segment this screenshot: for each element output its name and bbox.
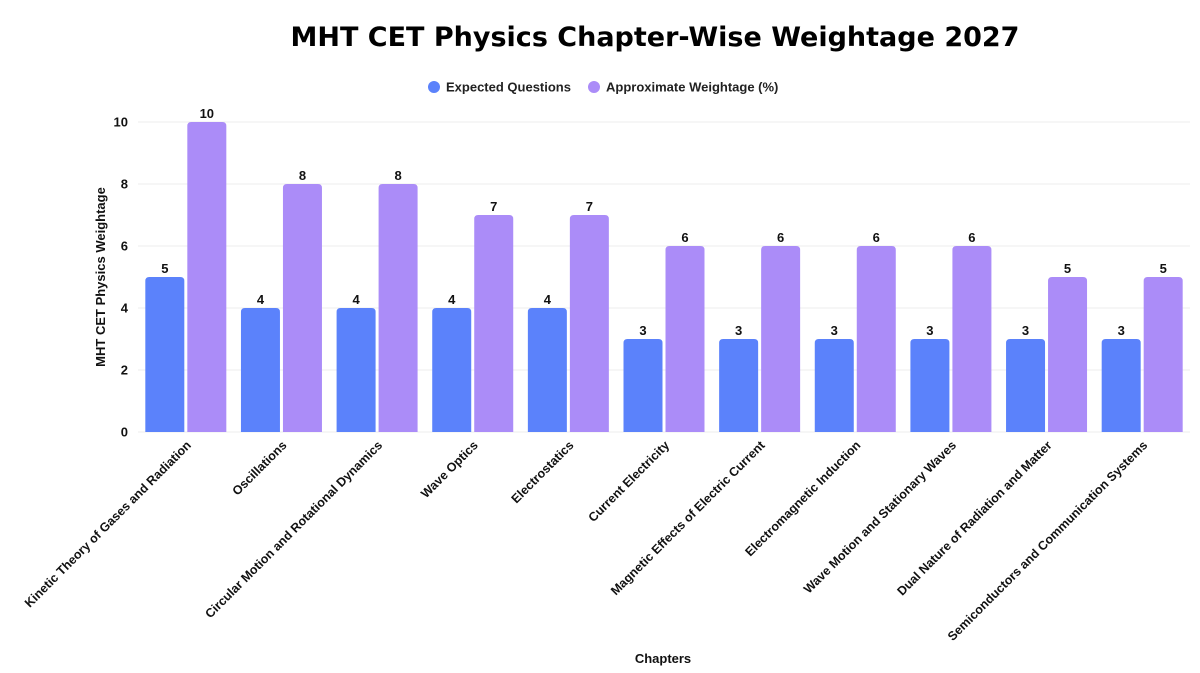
data-label: 10 xyxy=(200,106,214,121)
chart-title: MHT CET Physics Chapter-Wise Weightage 2… xyxy=(291,22,1020,53)
x-axis-ticks: Kinetic Theory of Gases and Radiation Osc… xyxy=(22,438,1150,644)
data-label: 6 xyxy=(968,230,975,245)
bar-approximate-weightage xyxy=(1143,277,1183,432)
y-tick-label: 4 xyxy=(121,301,129,316)
bar-expected-questions xyxy=(814,339,854,432)
data-label: 7 xyxy=(490,199,497,214)
y-tick-label: 8 xyxy=(121,177,128,192)
data-label: 4 xyxy=(257,292,265,307)
x-tick-label: Current Electricity xyxy=(586,438,673,525)
data-label: 3 xyxy=(639,323,646,338)
y-tick-label: 10 xyxy=(114,115,128,130)
bar-expected-questions xyxy=(623,339,663,432)
y-tick-label: 0 xyxy=(121,425,128,440)
legend-label: Expected Questions xyxy=(446,80,571,95)
bar-approximate-weightage xyxy=(282,184,322,432)
bar-approximate-weightage xyxy=(761,246,801,432)
bar-approximate-weightage xyxy=(1048,277,1088,432)
data-label: 8 xyxy=(394,168,401,183)
bar-approximate-weightage xyxy=(952,246,992,432)
bar-expected-questions xyxy=(910,339,950,432)
data-label: 3 xyxy=(1022,323,1029,338)
data-label: 5 xyxy=(1160,261,1167,276)
x-tick-label: Circular Motion and Rotational Dynamics xyxy=(202,438,385,621)
data-label: 3 xyxy=(831,323,838,338)
bar-approximate-weightage xyxy=(474,215,514,432)
x-tick-label: Electrostatics xyxy=(509,438,577,506)
bar-expected-questions xyxy=(1101,339,1141,432)
data-label: 8 xyxy=(299,168,306,183)
data-label: 5 xyxy=(1064,261,1071,276)
y-tick-label: 2 xyxy=(121,363,128,378)
data-label: 4 xyxy=(448,292,456,307)
bar-approximate-weightage xyxy=(378,184,418,432)
x-axis-label: Chapters xyxy=(635,651,691,666)
x-tick-label: Wave Motion and Stationary Waves xyxy=(801,438,959,596)
bar-expected-questions xyxy=(145,277,185,432)
bar-expected-questions xyxy=(527,308,567,432)
legend-swatch xyxy=(588,81,600,93)
bar-approximate-weightage xyxy=(187,122,227,432)
data-label: 5 xyxy=(161,261,168,276)
bar-approximate-weightage xyxy=(665,246,705,432)
bar-expected-questions xyxy=(719,339,759,432)
bar-approximate-weightage xyxy=(856,246,896,432)
data-label: 6 xyxy=(873,230,880,245)
bar-expected-questions xyxy=(432,308,472,432)
y-axis-label: MHT CET Physics Weightage xyxy=(93,187,108,367)
bar-expected-questions xyxy=(240,308,280,432)
data-label: 6 xyxy=(681,230,688,245)
y-tick-label: 6 xyxy=(121,239,128,254)
bar-expected-questions xyxy=(1006,339,1046,432)
legend-swatch xyxy=(428,81,440,93)
x-tick-label: Kinetic Theory of Gases and Radiation xyxy=(22,438,194,610)
x-tick-label: Dual Nature of Radiation and Matter xyxy=(894,438,1054,598)
y-axis-ticks: 0 2 4 6 8 10 xyxy=(114,115,129,440)
data-label: 4 xyxy=(352,292,360,307)
bar-expected-questions xyxy=(336,308,376,432)
data-label: 3 xyxy=(735,323,742,338)
legend-label: Approximate Weightage (%) xyxy=(606,80,778,95)
data-label: 3 xyxy=(1118,323,1125,338)
bar-approximate-weightage xyxy=(569,215,609,432)
data-label: 3 xyxy=(926,323,933,338)
legend: Expected Questions Approximate Weightage … xyxy=(428,80,778,95)
bars xyxy=(145,122,1183,432)
x-tick-label: Oscillations xyxy=(230,438,290,498)
x-tick-label: Semiconductors and Communication Systems xyxy=(945,438,1150,643)
data-label: 6 xyxy=(777,230,784,245)
x-tick-label: Wave Optics xyxy=(418,438,481,501)
data-labels: 5 10 4 8 4 8 4 7 4 7 3 6 3 6 3 6 3 6 3 5 3 5 xyxy=(161,106,1167,338)
data-label: 7 xyxy=(586,199,593,214)
x-tick-label: Magnetic Effects of Electric Current xyxy=(608,438,768,598)
data-label: 4 xyxy=(544,292,552,307)
